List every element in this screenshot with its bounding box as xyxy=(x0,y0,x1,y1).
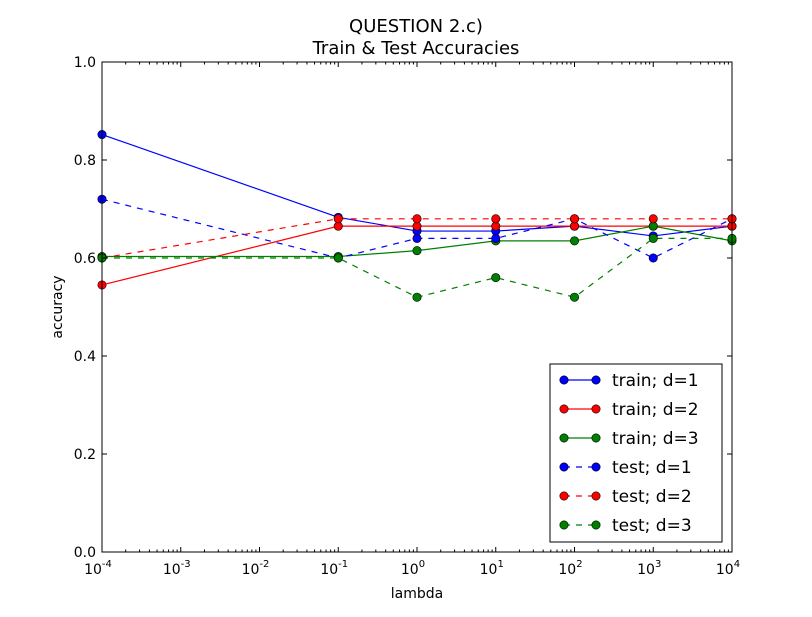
x-tick-label-base: 10 xyxy=(84,562,102,578)
x-tick-label: 10-1 xyxy=(320,559,348,578)
y-tick-label: 0.6 xyxy=(74,251,96,267)
x-tick-label: 100 xyxy=(401,559,425,578)
legend-label: train; d=3 xyxy=(612,429,699,449)
y-tick-label: 0.0 xyxy=(74,545,96,561)
legend-marker xyxy=(559,520,569,530)
data-point xyxy=(648,253,658,263)
data-point xyxy=(333,253,343,263)
x-tick-label-base: 10 xyxy=(242,562,260,578)
legend-marker xyxy=(591,375,601,385)
x-tick-label: 102 xyxy=(558,559,582,578)
x-tick-label-base: 10 xyxy=(716,562,734,578)
legend-marker xyxy=(591,491,601,501)
y-axis-label: accuracy xyxy=(50,275,66,338)
data-point xyxy=(491,233,501,243)
legend-label: train; d=2 xyxy=(612,400,699,420)
legend-marker xyxy=(559,375,569,385)
legend-marker xyxy=(559,491,569,501)
x-tick-label-base: 10 xyxy=(480,562,498,578)
y-tick-label: 0.8 xyxy=(74,153,96,169)
x-tick-label: 101 xyxy=(480,559,504,578)
x-tick-label: 10-4 xyxy=(84,559,112,578)
series-group xyxy=(97,130,737,302)
legend-label: train; d=1 xyxy=(612,371,699,391)
legend-marker xyxy=(559,404,569,414)
legend-marker xyxy=(591,404,601,414)
x-tick-label: 104 xyxy=(716,559,740,578)
chart-subtitle: Train & Test Accuracies xyxy=(312,38,520,59)
x-tick-label-base: 10 xyxy=(163,562,181,578)
data-point xyxy=(569,292,579,302)
x-tick-label: 103 xyxy=(637,559,661,578)
x-tick-label-exponent: 2 xyxy=(576,559,582,570)
data-point xyxy=(491,214,501,224)
legend-label: test; d=1 xyxy=(612,458,692,478)
legend-marker xyxy=(591,433,601,443)
data-point xyxy=(412,292,422,302)
data-point xyxy=(569,236,579,246)
series-layer xyxy=(97,130,737,302)
x-tick-label-exponent: -4 xyxy=(102,559,112,570)
data-point xyxy=(648,233,658,243)
x-tick-label-base: 10 xyxy=(637,562,655,578)
legend-marker xyxy=(559,462,569,472)
y-tick-label: 1.0 xyxy=(74,55,96,71)
data-point xyxy=(412,246,422,256)
x-tick-label-exponent: -1 xyxy=(338,559,348,570)
x-tick-label: 10-2 xyxy=(242,559,270,578)
legend-frame xyxy=(549,363,723,543)
y-tick-label: 0.4 xyxy=(74,349,96,365)
x-axis-label: lambda xyxy=(391,586,443,602)
legend-label: test; d=2 xyxy=(612,487,692,507)
x-tick-label-exponent: -2 xyxy=(259,559,269,570)
x-tick-label-exponent: -3 xyxy=(181,559,191,570)
chart-title: QUESTION 2.c) xyxy=(349,16,483,37)
plot-frame xyxy=(101,61,733,553)
legend: train; d=1 train; d=2 train; d=3 test; d=1 t… xyxy=(549,363,723,543)
legend-marker xyxy=(591,520,601,530)
data-point xyxy=(569,214,579,224)
y-tick-label: 0.2 xyxy=(74,447,96,463)
x-tick-label-exponent: 3 xyxy=(655,559,661,570)
x-tick-label-base: 10 xyxy=(558,562,576,578)
data-point xyxy=(333,214,343,224)
data-point xyxy=(412,233,422,243)
legend-marker xyxy=(559,433,569,443)
data-point xyxy=(412,214,422,224)
x-tick-label-exponent: 4 xyxy=(734,559,740,570)
data-point xyxy=(648,214,658,224)
legend-marker xyxy=(591,462,601,472)
x-tick-label-base: 10 xyxy=(320,562,338,578)
x-tick-label: 10-3 xyxy=(163,559,191,578)
legend-label: test; d=3 xyxy=(612,516,692,536)
x-tick-label-exponent: 0 xyxy=(419,559,425,570)
x-tick-label-exponent: 1 xyxy=(497,559,503,570)
x-tick-label-base: 10 xyxy=(401,562,419,578)
data-point xyxy=(491,273,501,283)
